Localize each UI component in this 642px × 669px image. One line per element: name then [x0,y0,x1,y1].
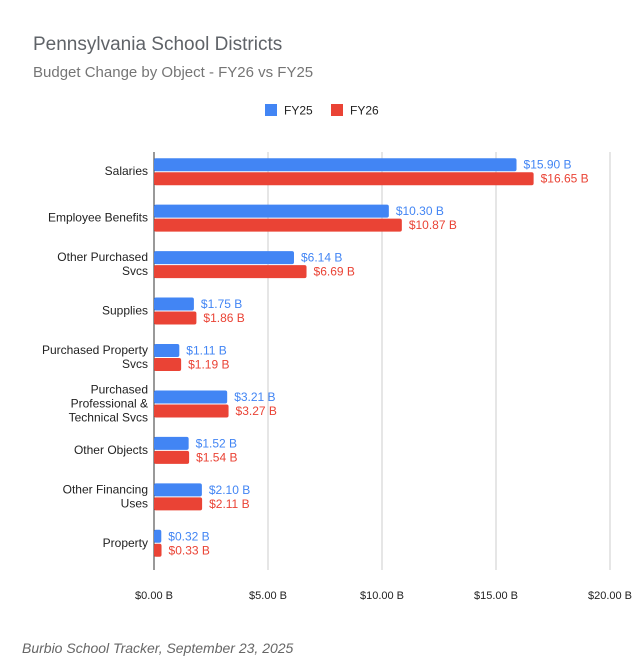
source-note: Burbio School Tracker, September 23, 202… [22,640,294,656]
bar-fy25 [154,204,389,218]
x-tick-label: $5.00 B [249,590,287,602]
x-tick-label: $10.00 B [360,590,404,602]
bar-fy26 [154,450,190,464]
x-tick-label: $20.00 B [588,590,632,602]
data-label: $2.11 B [209,497,249,511]
bar-fy26 [154,543,162,557]
legend-swatch [331,104,343,116]
bar-fy26 [154,358,182,371]
data-label: $6.69 B [314,265,355,279]
bar-fy26 [154,497,203,511]
bar-fy26 [154,265,307,279]
data-label: $15.90 B [524,158,572,172]
bar-fy26 [154,404,229,418]
data-label: $1.52 B [196,436,237,450]
data-label: $1.11 B [186,344,226,358]
category-label: Supplies [102,304,148,318]
category-label: Salaries [105,164,148,178]
bar-fy25 [154,390,228,404]
category-label: Other Objects [74,443,148,457]
category-label: Other Purchased [57,250,148,264]
category-label: Purchased Property [42,343,148,357]
data-label: $0.33 B [169,543,210,557]
legend-label: FY26 [350,104,379,118]
data-label: $2.10 B [209,483,250,497]
data-label: $6.14 B [301,251,342,265]
category-label: Technical Svcs [69,410,148,424]
category-label: Property [103,536,148,550]
data-label: $16.65 B [541,172,589,186]
bar-fy26 [154,218,402,232]
bar-fy25 [154,344,180,357]
bar-fy26 [154,311,197,325]
bar-fy25 [154,483,202,497]
bar-fy25 [154,529,162,543]
data-label: $0.32 B [168,529,209,543]
data-label: $3.21 B [234,390,275,404]
data-label: $1.86 B [203,311,244,325]
bar-fy25 [154,251,294,265]
category-label: Professional & [71,396,148,410]
bar-fy25 [154,297,194,311]
data-label: $1.75 B [201,297,242,311]
bar-fy26 [154,172,534,186]
category-label: Employee Benefits [48,211,148,225]
category-label: Uses [121,496,148,510]
data-label: $1.54 B [196,450,237,464]
bar-fy25 [154,158,517,172]
chart-subtitle: Budget Change by Object - FY26 vs FY25 [33,64,314,81]
chart-title: Pennsylvania School Districts [33,34,283,55]
data-label: $1.19 B [188,358,229,372]
x-tick-label: $0.00 B [135,590,173,602]
category-label: Other Financing [63,482,148,496]
category-label: Svcs [122,357,148,371]
data-label: $10.87 B [409,218,457,232]
legend-swatch [265,104,277,116]
data-label: $10.30 B [396,204,444,218]
legend-label: FY25 [284,104,313,118]
x-tick-label: $15.00 B [474,590,518,602]
bar-fy25 [154,436,189,450]
category-label: Purchased [91,382,148,396]
data-label: $3.27 B [236,404,277,418]
category-label: Svcs [122,264,148,278]
